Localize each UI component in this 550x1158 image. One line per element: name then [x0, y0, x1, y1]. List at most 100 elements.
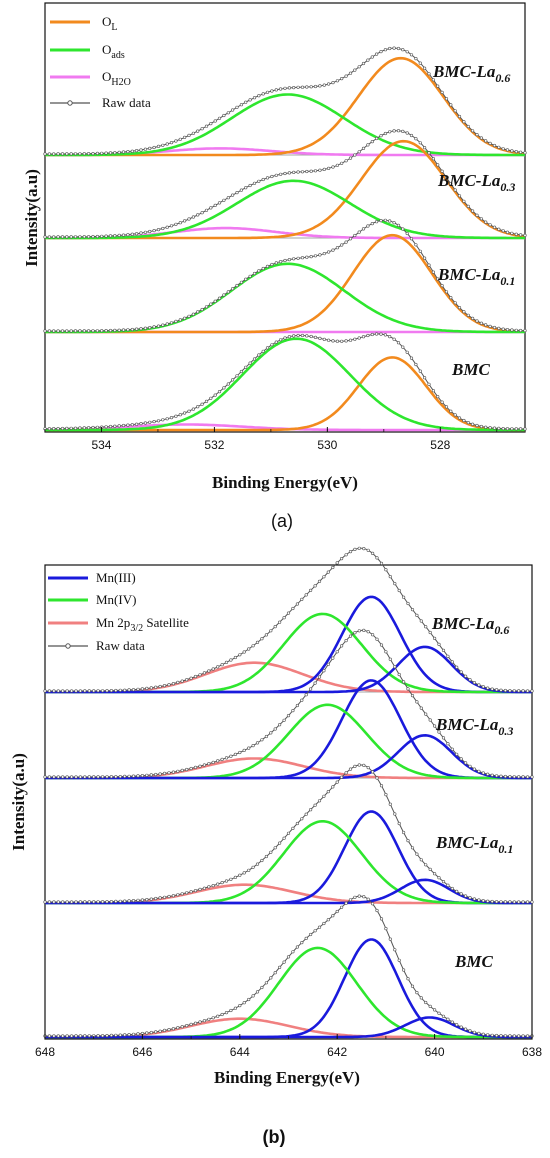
raw-data-point: [457, 416, 462, 420]
raw-data-point: [207, 885, 211, 889]
raw-data-point: [393, 812, 397, 816]
raw-data-point: [176, 769, 180, 773]
panel-a-x-ticks: 534 532 530 528: [44, 427, 498, 452]
raw-data-point: [530, 775, 534, 779]
raw-data-point: [202, 1019, 206, 1023]
raw-data-point: [436, 277, 440, 281]
raw-data-point: [183, 219, 187, 223]
raw-data-point: [475, 133, 479, 137]
sample-label: BMC-La0.1: [435, 833, 513, 856]
raw-data-point: [510, 231, 514, 235]
raw-data-point: [501, 229, 505, 233]
raw-data-point: [52, 775, 56, 779]
x-tick-label: 528: [430, 438, 450, 452]
raw-data-point: [82, 235, 86, 239]
raw-data-point: [131, 688, 136, 692]
raw-data-point: [65, 1034, 69, 1038]
raw-data-point: [523, 233, 527, 237]
raw-data-point: [162, 895, 167, 899]
raw-data-point: [300, 817, 304, 821]
raw-data-point: [291, 950, 295, 954]
raw-data-point: [475, 319, 479, 323]
raw-data-point: [252, 271, 257, 276]
raw-data-point: [517, 900, 521, 904]
raw-data-point: [423, 146, 427, 150]
panel-a-caption: (a): [271, 511, 293, 531]
raw-data-point: [113, 328, 117, 333]
raw-data-point: [501, 147, 505, 151]
raw-data-point: [419, 996, 423, 1000]
raw-data-point: [392, 46, 396, 50]
raw-data-point: [318, 253, 322, 257]
raw-data-point: [361, 61, 366, 66]
raw-data-point: [322, 794, 326, 798]
sample-label: BMC-La0.6: [432, 62, 510, 85]
raw-data-point: [213, 299, 217, 303]
raw-data-point: [139, 422, 143, 426]
raw-data-point: [238, 750, 242, 755]
raw-data-point: [145, 1031, 149, 1035]
raw-data-point: [43, 152, 47, 156]
raw-data-point: [235, 374, 239, 378]
raw-data-point: [91, 329, 95, 333]
raw-data-point: [114, 899, 118, 904]
raw-data-point: [457, 306, 462, 310]
raw-data-markers: [43, 894, 534, 1038]
raw-data-point: [344, 771, 348, 775]
raw-data-point: [357, 763, 361, 767]
raw-data-point: [353, 233, 357, 238]
raw-data-point: [152, 229, 156, 233]
raw-data-point: [278, 841, 282, 845]
raw-data-point: [497, 426, 501, 431]
raw-data-point: [388, 574, 392, 579]
raw-data-point: [468, 678, 472, 682]
raw-data-point: [69, 152, 73, 156]
raw-data-point: [261, 266, 265, 271]
raw-data-point: [486, 772, 490, 776]
raw-data-point: [148, 326, 152, 330]
raw-data-point: [274, 88, 278, 92]
raw-data-point: [501, 427, 505, 431]
raw-data-point: [402, 968, 406, 972]
raw-data-point: [344, 159, 348, 163]
raw-data-point: [446, 883, 450, 887]
raw-data-point: [189, 766, 193, 771]
raw-data-point: [216, 882, 220, 886]
raw-data-point: [196, 129, 200, 133]
raw-data-point: [82, 426, 86, 430]
raw-data-point: [200, 307, 204, 312]
raw-data-point: [428, 630, 432, 635]
raw-data-point: [183, 411, 187, 415]
raw-data-point: [269, 731, 273, 735]
raw-data-point: [204, 124, 209, 128]
raw-data-point: [100, 1034, 105, 1038]
legend-label-main: O: [102, 14, 111, 29]
raw-data-point: [145, 897, 149, 902]
raw-data-point: [244, 100, 248, 104]
raw-data-point: [87, 1034, 91, 1038]
raw-data-point: [123, 688, 127, 692]
component-o-ads-curve: [45, 179, 525, 240]
raw-data-point: [495, 688, 499, 692]
raw-data-point: [331, 656, 335, 660]
raw-data-point: [431, 157, 436, 161]
raw-data-point: [433, 1008, 437, 1012]
raw-data-point: [96, 900, 100, 904]
raw-data-point: [490, 687, 494, 691]
raw-data-point: [406, 687, 410, 691]
panel-a-traces: [43, 46, 527, 432]
raw-data-point: [428, 1004, 432, 1009]
raw-data-point: [396, 223, 401, 227]
raw-data-point: [56, 427, 60, 431]
raw-data-point: [388, 46, 392, 51]
raw-data-point: [309, 334, 313, 339]
raw-data-point: [410, 846, 415, 850]
legend-label: Mn(IV): [96, 592, 136, 607]
raw-data-point: [455, 665, 459, 669]
raw-data-point: [384, 568, 388, 572]
raw-data-point: [514, 232, 518, 236]
raw-data-point: [383, 131, 388, 136]
raw-data-point: [295, 602, 300, 606]
raw-data-point: [92, 689, 96, 693]
raw-data-point: [503, 1034, 508, 1038]
